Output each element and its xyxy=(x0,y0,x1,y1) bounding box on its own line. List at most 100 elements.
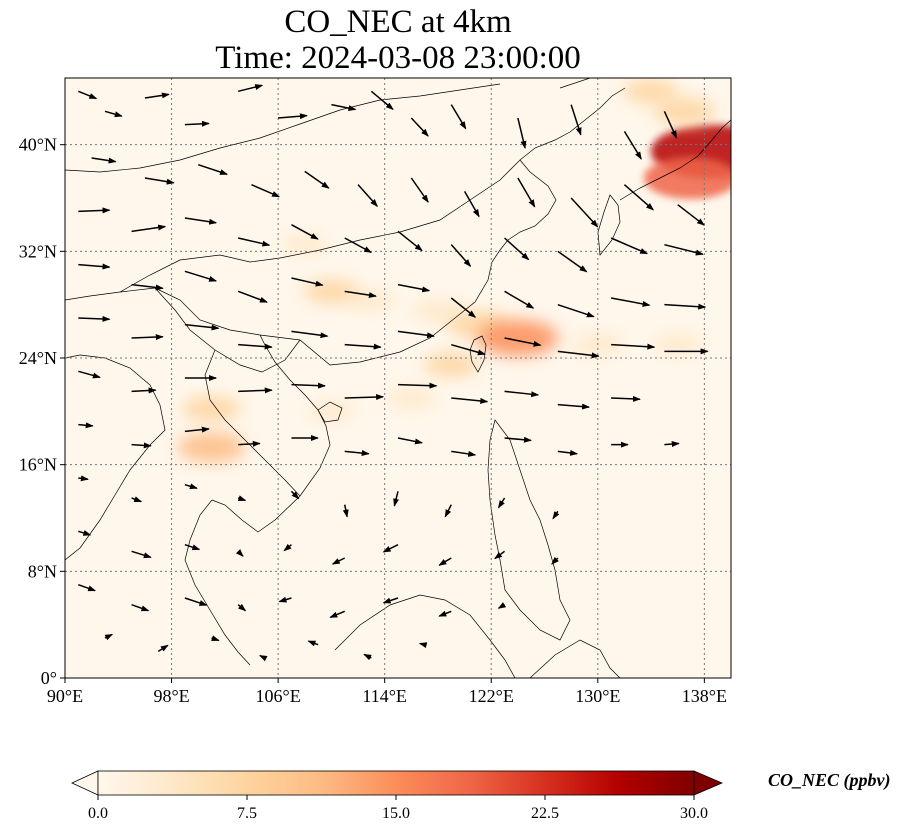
wind-vector xyxy=(557,403,591,410)
wind-vector xyxy=(451,397,489,404)
wind-vector xyxy=(497,602,507,609)
wind-vector xyxy=(570,104,582,136)
wind-vector xyxy=(131,550,152,559)
wind-vector xyxy=(663,111,678,139)
wind-vector xyxy=(463,190,480,218)
chart-title: CO_NEC at 4km xyxy=(284,4,512,40)
wind-vector xyxy=(344,450,370,457)
wind-vector xyxy=(504,237,530,261)
wind-vector xyxy=(131,603,150,612)
wind-vector xyxy=(78,207,111,214)
colorbar: 0.0 7.5 15.0 22.5 30.0 xyxy=(71,770,724,822)
wind-vector xyxy=(144,177,175,185)
wind-vector xyxy=(557,350,600,359)
lon-tick-label: 90°E xyxy=(47,686,83,706)
co-plume xyxy=(346,289,396,312)
co-plume xyxy=(623,79,679,104)
wind-vector xyxy=(494,550,506,560)
wind-vector xyxy=(450,104,467,130)
wind-vector xyxy=(664,243,704,256)
wind-vector xyxy=(283,543,292,552)
wind-vector xyxy=(237,603,247,612)
wind-vector xyxy=(251,183,280,198)
wind-vector xyxy=(184,426,210,433)
wind-vector xyxy=(291,382,327,389)
wind-vector xyxy=(184,217,218,225)
wind-vector xyxy=(290,490,300,500)
map-frame xyxy=(64,77,732,679)
map-gridlines xyxy=(65,78,731,678)
wind-vector xyxy=(291,277,324,287)
wind-vector xyxy=(451,450,477,457)
wind-vector xyxy=(91,157,117,164)
wind-vector xyxy=(157,644,169,652)
wind-vector xyxy=(259,654,268,662)
wind-vector xyxy=(184,323,220,331)
colorbar-tick-label: 7.5 xyxy=(237,805,257,822)
lat-tick-label: 8°N xyxy=(28,561,57,581)
coastlines xyxy=(65,78,731,678)
wind-vector xyxy=(237,84,264,93)
wind-vector xyxy=(131,442,152,449)
wind-vector xyxy=(104,110,123,118)
wind-vector xyxy=(397,437,423,445)
wind-vector xyxy=(551,556,559,565)
wind-vector xyxy=(78,583,97,592)
wind-vector xyxy=(664,441,680,448)
wind-vector xyxy=(78,263,111,270)
wind-vector xyxy=(235,549,244,557)
wind-vector xyxy=(397,330,435,339)
wind-vector xyxy=(331,557,346,565)
wind-vector xyxy=(78,90,98,100)
wind-vector xyxy=(104,633,114,641)
wind-vector xyxy=(623,184,654,211)
lat-tick-label: 24°N xyxy=(19,348,57,368)
wind-vector xyxy=(504,290,535,309)
wind-vector xyxy=(78,530,92,536)
co-plume xyxy=(177,432,246,463)
wind-vector xyxy=(237,495,247,502)
wind-vector xyxy=(517,177,536,208)
colorbar-label: CO_NEC (ppbv) xyxy=(768,770,891,790)
lat-tick-label: 40°N xyxy=(19,135,57,155)
wind-vector xyxy=(184,270,218,282)
wind-vector xyxy=(291,330,329,339)
lat-tick-label: 0° xyxy=(41,668,57,688)
lon-tick-label: 98°E xyxy=(153,686,189,706)
lat-tick-label: 32°N xyxy=(19,241,57,261)
co-plume xyxy=(653,333,703,356)
lon-tick-label: 114°E xyxy=(362,686,407,706)
wind-vector xyxy=(382,543,399,553)
wind-vector xyxy=(278,113,308,120)
wind-vector xyxy=(131,224,167,233)
wind-vector xyxy=(329,610,346,619)
wind-vector xyxy=(184,120,210,127)
wind-vector xyxy=(237,237,271,247)
map-axis-ticks: 90°E 98°E 106°E 114°E 122°E 130°E 138°E 0° 8°N 16… xyxy=(19,135,727,706)
wind-vector xyxy=(451,343,486,356)
co-plume xyxy=(182,395,241,422)
colorbar-tick-label: 30.0 xyxy=(680,805,708,822)
co-plume xyxy=(423,352,479,377)
wind-vector xyxy=(610,237,649,255)
wind-vector xyxy=(344,343,382,350)
co-plume xyxy=(411,299,465,323)
wind-vector xyxy=(131,387,157,394)
wind-vector xyxy=(504,337,542,347)
wind-vector xyxy=(557,250,588,273)
wind-vector xyxy=(450,244,472,268)
wind-vector xyxy=(238,440,261,447)
co-plume xyxy=(653,97,716,126)
co-plume xyxy=(477,319,559,357)
wind-vector xyxy=(304,170,330,189)
wind-vector xyxy=(144,92,170,99)
lon-tick-label: 130°E xyxy=(575,686,620,706)
wind-vector xyxy=(197,163,228,175)
colorbar-extend-max xyxy=(693,770,724,796)
wind-vector xyxy=(623,130,642,160)
wind-vector xyxy=(184,597,208,606)
colorbar-ticks: 0.0 7.5 15.0 22.5 30.0 xyxy=(88,795,708,822)
wind-vector xyxy=(131,334,164,341)
wind-vector xyxy=(344,394,385,401)
